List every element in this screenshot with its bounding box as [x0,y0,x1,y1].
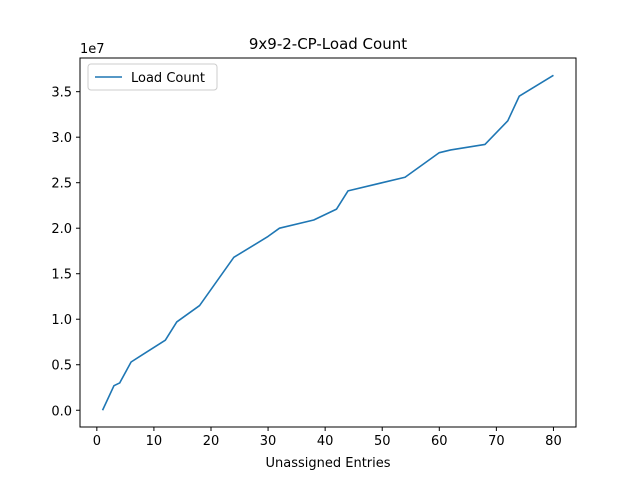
axes-frame [79,57,577,428]
legend: Load Count [87,63,218,91]
y-tick-label: 2.0 [51,222,72,237]
y-tick-label: 3.5 [51,86,72,101]
plot-area [101,74,554,411]
legend-label: Load Count [131,71,205,86]
x-tick-label: 30 [260,434,277,449]
series-line [101,74,554,411]
x-tick-label: 0 [93,434,101,449]
y-axis: 0.0 0.5 1.0 1.5 2.0 2.5 3.0 3.5 [51,86,80,419]
y-tick-label: 0.0 [51,404,72,419]
x-tick-label: 80 [545,434,562,449]
y-tick-label: 0.5 [51,359,72,374]
y-tick-label: 1.0 [51,313,72,328]
y-tick-label: 2.5 [51,177,72,192]
x-tick-label: 50 [374,434,391,449]
x-tick-label: 60 [431,434,448,449]
x-axis-label: Unassigned Entries [265,456,390,471]
x-axis: 0 10 20 30 40 50 60 70 80 [93,427,562,449]
x-tick-label: 70 [488,434,505,449]
chart-title: 9x9-2-CP-Load Count [249,35,407,53]
x-tick-label: 10 [146,434,163,449]
y-tick-label: 1.5 [51,268,72,283]
x-tick-label: 20 [203,434,220,449]
x-tick-label: 40 [317,434,334,449]
legend-box [87,63,218,91]
y-offset-label: 1e7 [80,42,105,57]
y-tick-label: 3.0 [51,131,72,146]
